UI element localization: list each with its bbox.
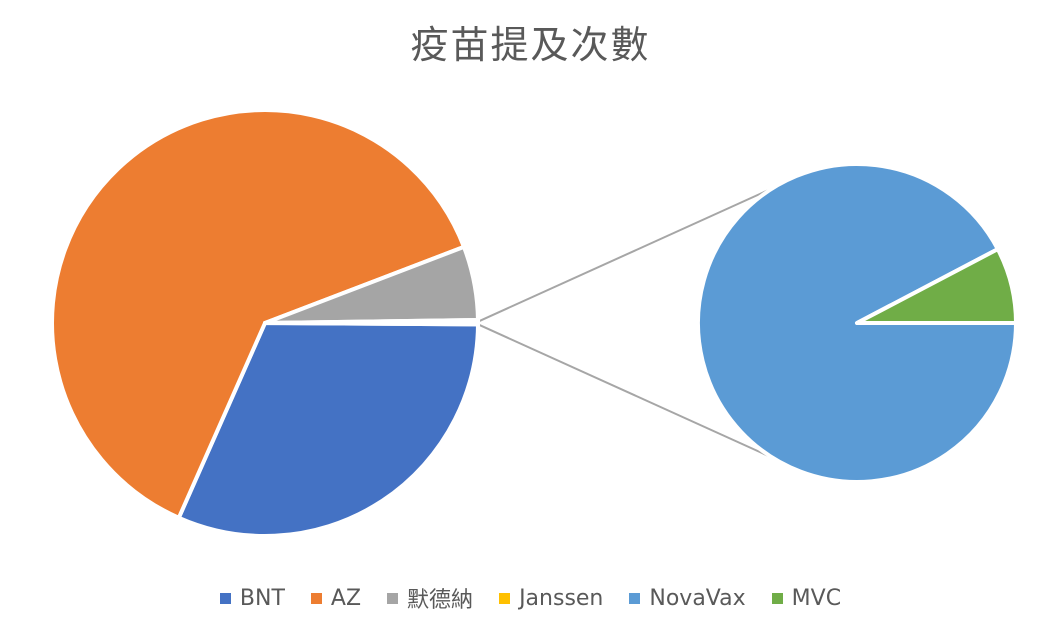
secondary-slice-mvc	[855, 247, 1018, 325]
connector-lines	[477, 187, 774, 459]
legend-item-category-2: 默德納	[387, 582, 473, 614]
secondary-pie	[696, 162, 1018, 484]
main-pie	[50, 108, 481, 538]
legend-swatch	[499, 592, 511, 604]
connector-line-bottom	[477, 323, 774, 459]
connector-line-top	[477, 187, 774, 323]
legend-label: MVC	[791, 585, 842, 611]
legend-swatch	[771, 592, 783, 604]
legend-label: 默德納	[407, 588, 474, 613]
legend-label: BNT	[239, 585, 285, 611]
legend-item-bnt: BNT	[219, 582, 285, 614]
legend-label: Janssen	[519, 585, 604, 611]
legend-item-janssen: Janssen	[499, 582, 603, 614]
legend-label: NovaVax	[649, 585, 746, 611]
pie-slice-az	[50, 108, 466, 520]
legend: BNT AZ 默德納 Janssen NovaVax MVC	[0, 582, 1061, 614]
legend-label: AZ	[330, 585, 362, 611]
legend-item-az: AZ	[310, 582, 362, 614]
pie-slice-bnt	[176, 321, 480, 538]
legend-item-novavax: NovaVax	[629, 582, 746, 614]
legend-item-mvc: MVC	[771, 582, 842, 614]
pie-slice-other	[263, 319, 481, 327]
legend-swatch	[310, 592, 322, 604]
legend-swatch	[629, 592, 641, 604]
chart-title: 疫苗提及次數	[410, 23, 651, 67]
legend-swatch	[219, 592, 231, 604]
legend-swatch	[387, 592, 399, 604]
